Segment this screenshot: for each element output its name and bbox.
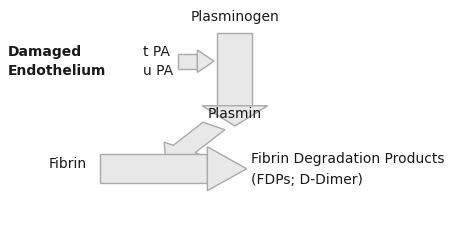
Text: Fibrin: Fibrin — [48, 157, 86, 171]
Text: t PA: t PA — [143, 45, 170, 59]
Polygon shape — [218, 33, 252, 106]
Text: u PA: u PA — [143, 64, 173, 78]
Text: Damaged: Damaged — [8, 45, 82, 59]
Text: Endothelium: Endothelium — [8, 64, 106, 78]
Text: Plasminogen: Plasminogen — [191, 10, 279, 24]
Text: Fibrin Degradation Products: Fibrin Degradation Products — [251, 152, 445, 166]
Polygon shape — [208, 147, 246, 191]
Text: Plasmin: Plasmin — [208, 107, 262, 121]
Polygon shape — [197, 50, 214, 72]
Polygon shape — [100, 154, 208, 183]
Polygon shape — [202, 106, 268, 126]
Text: (FDPs; D-Dimer): (FDPs; D-Dimer) — [251, 173, 363, 187]
Polygon shape — [178, 54, 197, 68]
Polygon shape — [164, 122, 225, 163]
